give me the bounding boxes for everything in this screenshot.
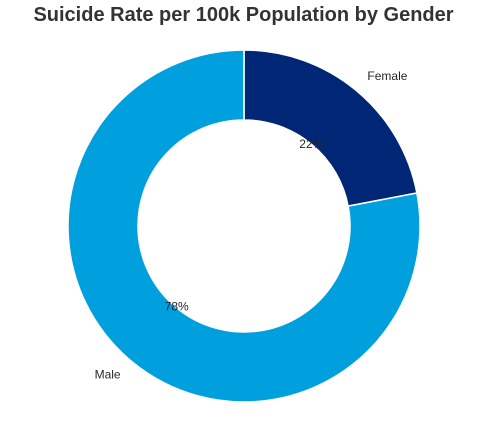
- chart-title: Suicide Rate per 100k Population by Gend…: [33, 4, 454, 26]
- slice-label-male: Male: [95, 367, 121, 381]
- percent-label-female: 22%: [299, 137, 323, 151]
- percent-label-male: 78%: [165, 300, 189, 314]
- slice-female: [243, 49, 418, 208]
- slice-label-female: Female: [367, 69, 407, 83]
- slices-group: [67, 49, 421, 403]
- slice-male: [67, 49, 421, 403]
- labels-group: Female 22% Male 78%: [95, 69, 408, 381]
